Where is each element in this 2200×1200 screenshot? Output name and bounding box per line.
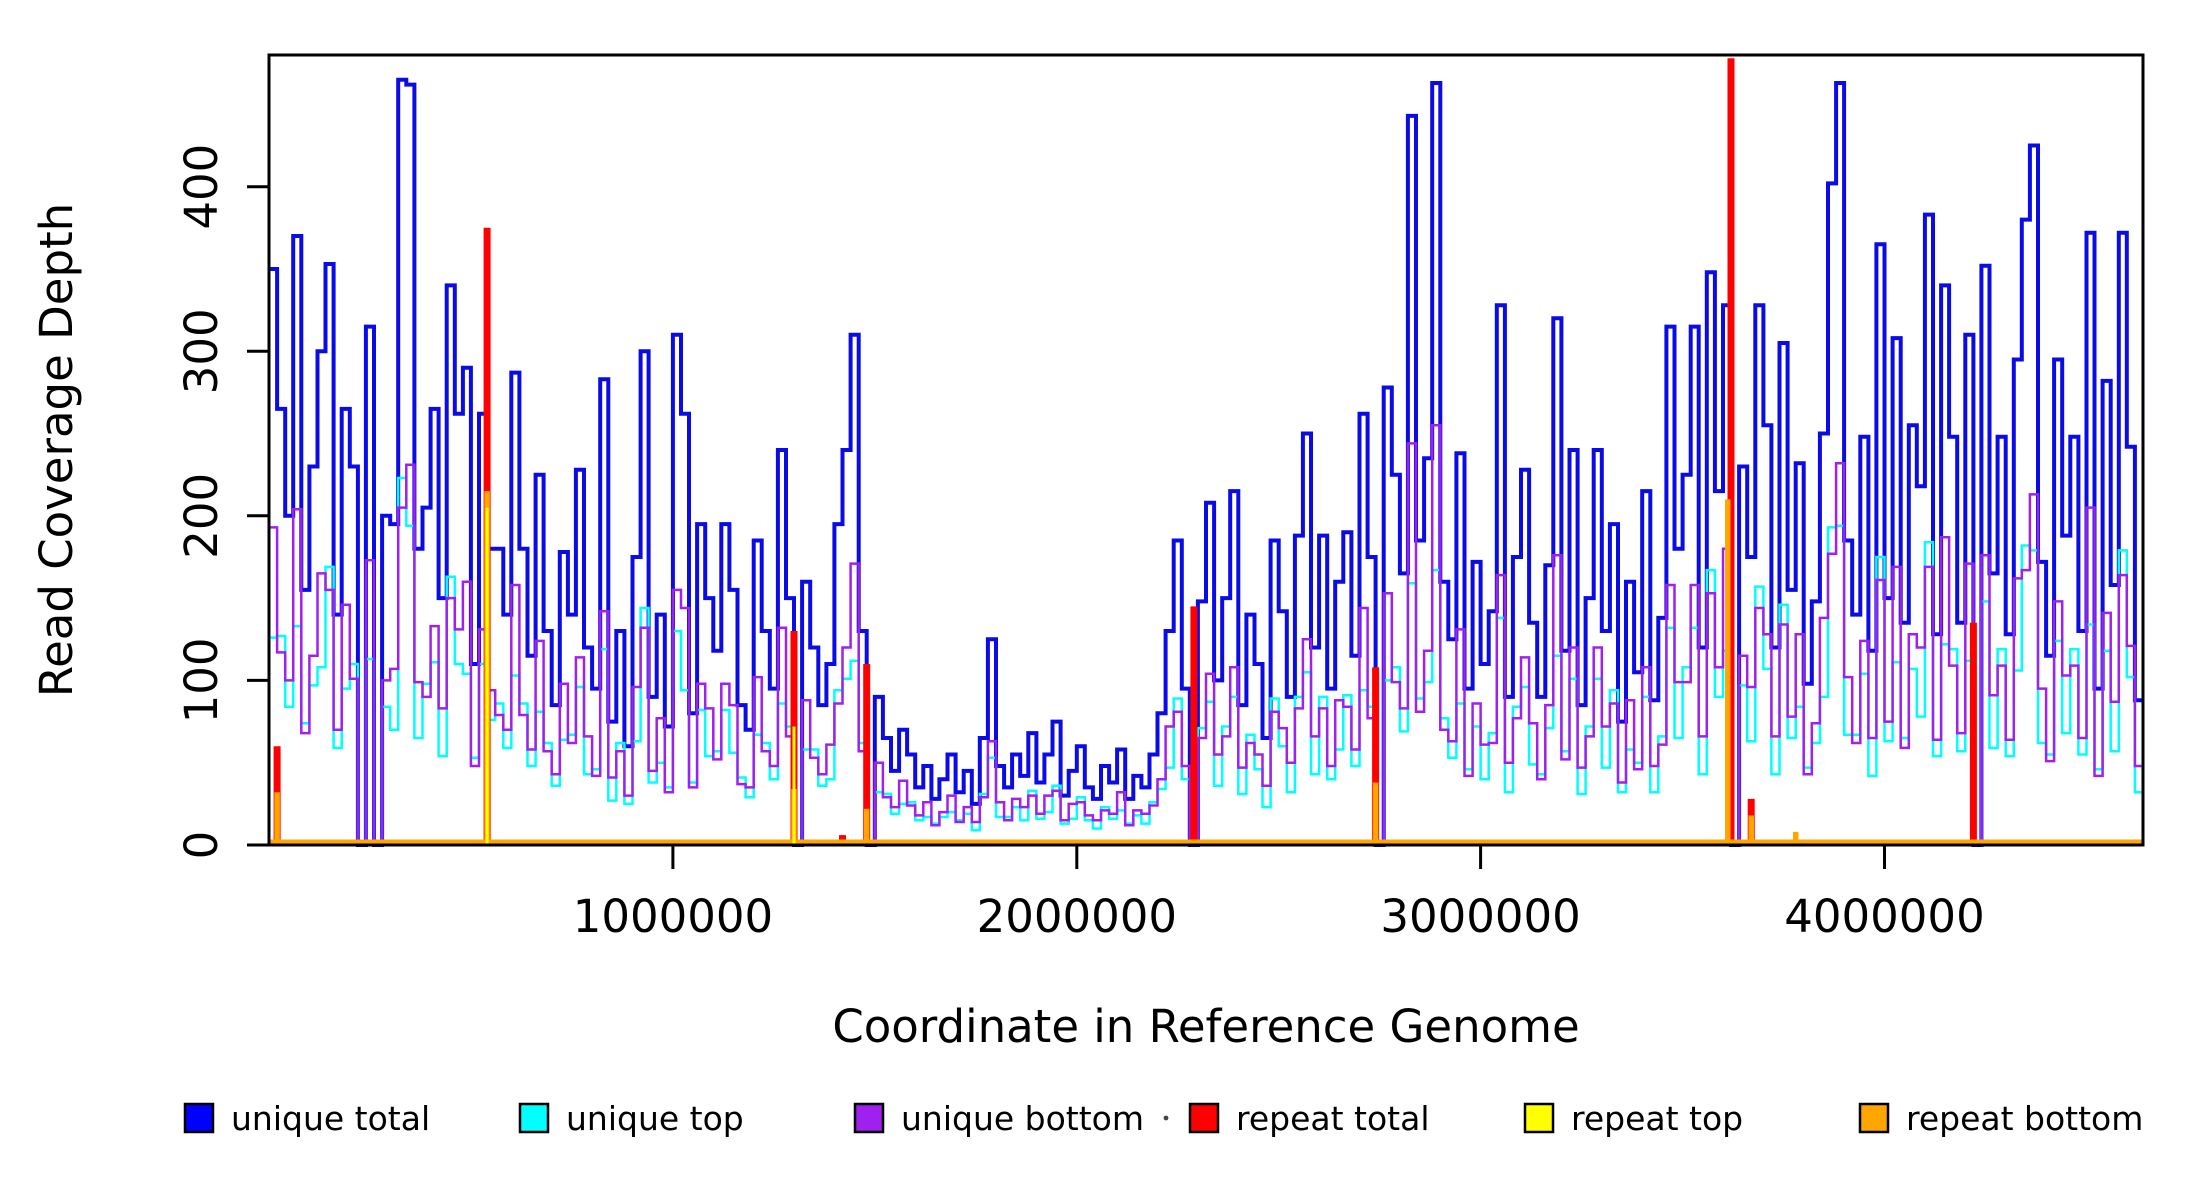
y-tick-label: 400: [175, 144, 228, 230]
legend: unique total unique top unique bottom repea…: [183, 1099, 2143, 1138]
stray-mark: [1163, 1115, 1169, 1121]
y-tick-label: 0: [175, 831, 228, 860]
legend-label: repeat total: [1236, 1099, 1430, 1138]
legend-key-unique-top: [518, 1102, 550, 1134]
y-tick-label: 100: [175, 637, 228, 723]
legend-label: repeat bottom: [1906, 1099, 2143, 1138]
legend-label: unique bottom: [901, 1099, 1144, 1138]
series-unique-total: [269, 77, 2143, 847]
y-tick-label: 200: [175, 473, 228, 559]
legend-item-repeat-top: repeat top: [1523, 1099, 1743, 1138]
legend-key-repeat-top: [1523, 1102, 1555, 1134]
legend-label: repeat top: [1571, 1099, 1743, 1138]
axes-layer: 0 100 200 300 400 1000000 2000000 3000000 400000…: [175, 144, 1985, 943]
x-tick-label: 3000000: [1380, 890, 1580, 943]
plot-series-layer: [269, 58, 2143, 847]
y-axis-title: Read Coverage Depth: [30, 203, 83, 697]
y-tick-label: 300: [175, 308, 228, 394]
legend-key-repeat-total: [1188, 1102, 1220, 1134]
legend-label: unique total: [231, 1099, 430, 1138]
legend-item-repeat-total: repeat total: [1188, 1099, 1430, 1138]
legend-item-unique-total: unique total: [183, 1099, 430, 1138]
legend-key-unique-bottom: [853, 1102, 885, 1134]
legend-label: unique top: [566, 1099, 744, 1138]
legend-key-unique-total: [183, 1102, 215, 1134]
plot-border-box: [267, 53, 2145, 847]
x-tick-label: 1000000: [573, 890, 773, 943]
legend-item-unique-top: unique top: [518, 1099, 744, 1138]
x-tick-label: 2000000: [977, 890, 1177, 943]
series-unique-bottom: [269, 424, 2143, 847]
x-axis-title: Coordinate in Reference Genome: [832, 1000, 1579, 1053]
legend-item-repeat-bottom: repeat bottom: [1858, 1099, 2143, 1138]
legend-key-repeat-bottom: [1858, 1102, 1890, 1134]
x-tick-label: 4000000: [1784, 890, 1984, 943]
legend-item-unique-bottom: unique bottom: [853, 1099, 1144, 1138]
